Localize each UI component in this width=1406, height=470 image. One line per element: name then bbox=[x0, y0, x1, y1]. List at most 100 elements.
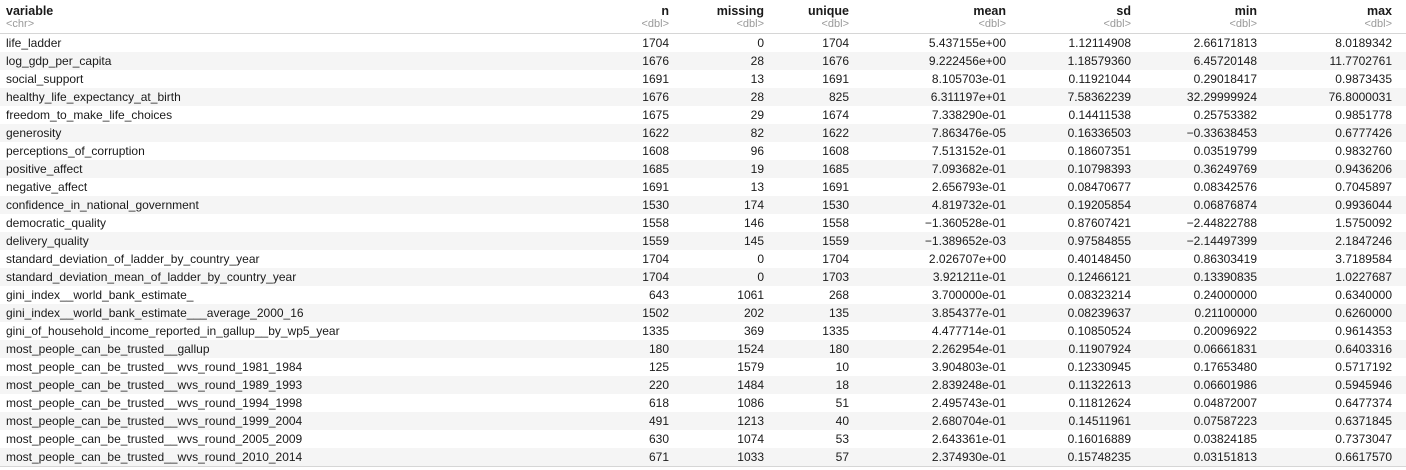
cell-min: 0.06876874 bbox=[1145, 196, 1271, 214]
table-row: most_people_can_be_trusted__wvs_round_19… bbox=[0, 394, 1406, 412]
cell-n: 1335 bbox=[642, 324, 669, 338]
cell-n: 1608 bbox=[642, 144, 669, 158]
cell-unique: 1608 bbox=[822, 144, 849, 158]
table-row: most_people_can_be_trusted__wvs_round_19… bbox=[0, 412, 1406, 430]
column-header-sd[interactable]: sd <dbl> bbox=[1020, 0, 1145, 34]
cell-unique: 135 bbox=[778, 304, 863, 322]
cell-unique: 1691 bbox=[822, 72, 849, 86]
cell-n: 643 bbox=[648, 288, 669, 302]
cell-max: 76.8000031 bbox=[1271, 88, 1406, 106]
cell-sd: 1.12114908 bbox=[1068, 36, 1131, 50]
cell-variable: negative_affect bbox=[6, 180, 88, 194]
cell-mean: 7.863476e-05 bbox=[863, 124, 1020, 142]
cell-mean: 3.700000e-01 bbox=[931, 288, 1006, 302]
cell-sd: 1.18579360 bbox=[1020, 52, 1145, 70]
column-name: variable bbox=[6, 4, 54, 18]
column-header-n[interactable]: n <dbl> bbox=[506, 0, 683, 34]
cell-max: 0.5945946 bbox=[1271, 376, 1406, 394]
cell-min: 0.08342576 bbox=[1193, 180, 1257, 194]
cell-mean: 3.921211e-01 bbox=[863, 268, 1020, 286]
cell-max: 0.7373047 bbox=[1335, 432, 1392, 446]
cell-min: 0.17653480 bbox=[1193, 360, 1257, 374]
table-body: life_ladder 1704 0 1704 5.437155e+00 1.121149… bbox=[0, 34, 1406, 467]
table-row: negative_affect 1691 13 1691 2.656793e-01 0.0… bbox=[0, 178, 1406, 196]
cell-mean: 2.026707e+00 bbox=[928, 252, 1006, 266]
cell-variable: healthy_life_expectancy_at_birth bbox=[0, 88, 506, 106]
cell-variable: delivery_quality bbox=[0, 232, 506, 250]
cell-sd: 0.08239637 bbox=[1020, 304, 1145, 322]
cell-sd: 0.40148450 bbox=[1067, 252, 1131, 266]
table-row: gini_index__world_bank_estimate___averag… bbox=[0, 304, 1406, 322]
cell-max: 8.0189342 bbox=[1335, 36, 1392, 50]
cell-missing: 13 bbox=[750, 72, 764, 86]
cell-missing: 146 bbox=[743, 216, 764, 230]
cell-missing: 145 bbox=[683, 232, 778, 250]
cell-n: 1691 bbox=[642, 72, 669, 86]
cell-min: −0.33638453 bbox=[1145, 124, 1271, 142]
cell-mean: 2.262954e-01 bbox=[863, 340, 1020, 358]
column-name: max bbox=[1366, 4, 1392, 18]
column-header-mean[interactable]: mean <dbl> bbox=[863, 0, 1020, 34]
cell-min: 0.03519799 bbox=[1193, 144, 1257, 158]
cell-n: 1676 bbox=[506, 52, 683, 70]
cell-min: 0.03151813 bbox=[1145, 448, 1271, 467]
cell-sd: 0.11812624 bbox=[1068, 396, 1131, 410]
cell-sd: 0.15748235 bbox=[1020, 448, 1145, 467]
column-header-variable[interactable]: variable <chr> bbox=[0, 0, 506, 34]
cell-unique: 268 bbox=[828, 288, 849, 302]
cell-n: 1622 bbox=[506, 124, 683, 142]
cell-n: 1691 bbox=[642, 180, 669, 194]
cell-mean: 3.904803e-01 bbox=[931, 360, 1006, 374]
cell-missing: 1033 bbox=[683, 448, 778, 467]
cell-min: 0.24000000 bbox=[1193, 288, 1257, 302]
cell-sd: 0.14511961 bbox=[1020, 412, 1145, 430]
column-header-unique[interactable]: unique <dbl> bbox=[778, 0, 863, 34]
cell-mean: 7.338290e-01 bbox=[931, 108, 1006, 122]
cell-sd: 0.18607351 bbox=[1067, 144, 1131, 158]
cell-sd: 0.11322613 bbox=[1020, 376, 1145, 394]
cell-min: 6.45720148 bbox=[1145, 52, 1271, 70]
cell-sd: 0.10850524 bbox=[1067, 324, 1131, 338]
cell-missing: 369 bbox=[743, 324, 764, 338]
column-type: <dbl> bbox=[821, 18, 849, 30]
table-row: most_people_can_be_trusted__wvs_round_20… bbox=[0, 430, 1406, 448]
cell-unique: 53 bbox=[835, 432, 849, 446]
cell-min: −2.14497399 bbox=[1145, 232, 1271, 250]
column-header-min[interactable]: min <dbl> bbox=[1145, 0, 1271, 34]
cell-unique: 1622 bbox=[778, 124, 863, 142]
cell-sd: 0.87607421 bbox=[1067, 216, 1131, 230]
cell-variable: most_people_can_be_trusted__wvs_round_19… bbox=[0, 376, 506, 394]
cell-unique: 1558 bbox=[822, 216, 849, 230]
cell-min: 0.06601986 bbox=[1145, 376, 1271, 394]
cell-mean: 2.374930e-01 bbox=[863, 448, 1020, 467]
cell-missing: 1074 bbox=[737, 432, 764, 446]
cell-unique: 1335 bbox=[822, 324, 849, 338]
column-name: sd bbox=[1116, 4, 1131, 18]
table-row: log_gdp_per_capita 1676 28 1676 9.222456e+00… bbox=[0, 52, 1406, 70]
cell-mean: 2.656793e-01 bbox=[931, 180, 1006, 194]
cell-variable: social_support bbox=[6, 72, 84, 86]
table-row: most_people_can_be_trusted__gallup 180 152… bbox=[0, 340, 1406, 358]
table-row: most_people_can_be_trusted__wvs_round_19… bbox=[0, 358, 1406, 376]
cell-n: 1559 bbox=[506, 232, 683, 250]
cell-max: 0.6260000 bbox=[1271, 304, 1406, 322]
column-header-missing[interactable]: missing <dbl> bbox=[683, 0, 778, 34]
cell-missing: 29 bbox=[750, 108, 764, 122]
cell-mean: 9.222456e+00 bbox=[863, 52, 1020, 70]
cell-min: 0.06661831 bbox=[1145, 340, 1271, 358]
cell-mean: 6.311197e+01 bbox=[863, 88, 1020, 106]
cell-missing: 0 bbox=[757, 252, 764, 266]
cell-missing: 96 bbox=[750, 144, 764, 158]
table-row: standard_deviation_mean_of_ladder_by_cou… bbox=[0, 268, 1406, 286]
cell-variable: most_people_can_be_trusted__wvs_round_19… bbox=[6, 396, 303, 410]
cell-max: 3.7189584 bbox=[1335, 252, 1392, 266]
cell-sd: 0.16016889 bbox=[1067, 432, 1131, 446]
column-header-max[interactable]: max <dbl> bbox=[1271, 0, 1406, 34]
column-type: <dbl> bbox=[1229, 18, 1257, 30]
cell-max: 0.6477374 bbox=[1335, 396, 1392, 410]
table-row: most_people_can_be_trusted__wvs_round_20… bbox=[0, 448, 1406, 467]
cell-n: 180 bbox=[506, 340, 683, 358]
column-name: min bbox=[1234, 4, 1257, 18]
cell-missing: 174 bbox=[683, 196, 778, 214]
cell-variable: most_people_can_be_trusted__wvs_round_20… bbox=[0, 448, 506, 467]
